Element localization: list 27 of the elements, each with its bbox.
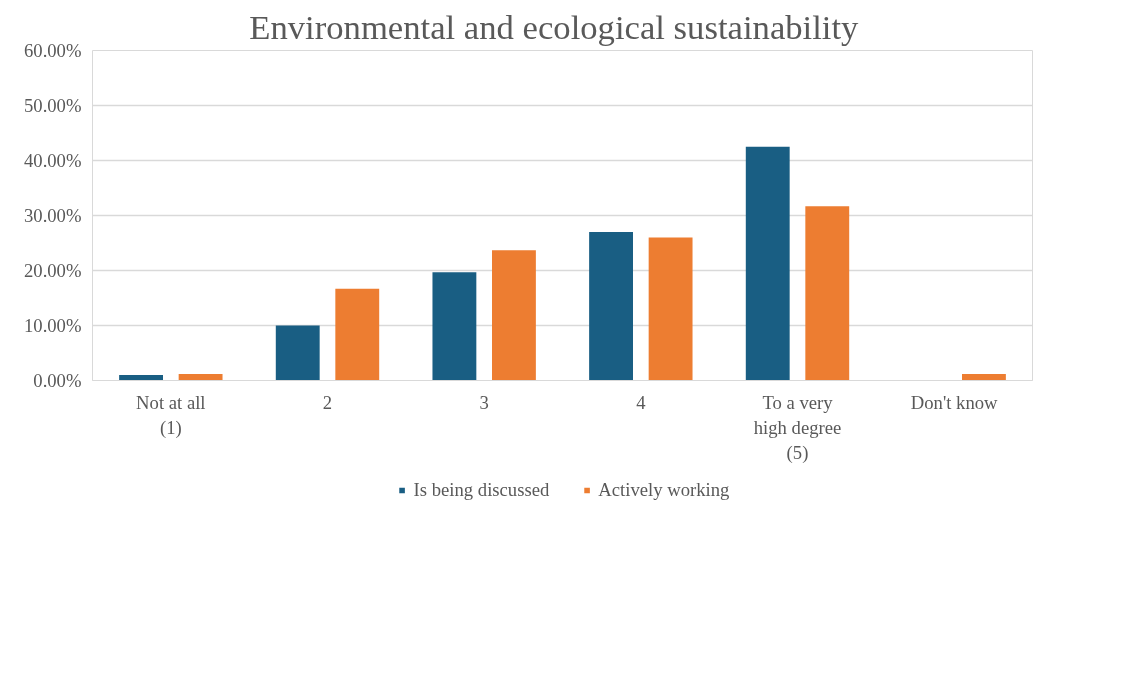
bar	[335, 288, 380, 381]
bar	[962, 373, 1006, 381]
legend-label: Actively working	[598, 479, 730, 501]
x-tick-label: To a very high degree (5)	[753, 391, 842, 464]
bar	[805, 206, 850, 381]
bar	[275, 325, 320, 381]
y-tick-label: 30.00%	[23, 205, 82, 226]
y-tick-label: 40.00%	[23, 150, 82, 171]
legend-label: Is being discussed	[413, 479, 550, 501]
y-tick-label: 50.00%	[23, 95, 82, 116]
chart-title: Environmental and ecological sustainability	[249, 7, 860, 46]
bar	[589, 232, 633, 381]
x-tick-label: 4	[636, 391, 647, 413]
bar	[492, 250, 536, 381]
y-tick-label: 60.00%	[23, 40, 82, 61]
y-tick-label: 0.00%	[33, 370, 82, 391]
x-tick-label: 3	[479, 391, 489, 413]
x-tick-label: Don't know	[910, 391, 999, 413]
x-tick-label: 2	[322, 391, 333, 413]
bar	[178, 373, 223, 381]
bar	[745, 146, 790, 381]
bar	[432, 272, 477, 381]
bar	[119, 375, 163, 381]
x-tick-label: Not at all (1)	[136, 391, 206, 439]
y-tick-label: 20.00%	[23, 260, 82, 281]
bar	[648, 237, 693, 381]
y-tick-label: 10.00%	[23, 315, 82, 336]
